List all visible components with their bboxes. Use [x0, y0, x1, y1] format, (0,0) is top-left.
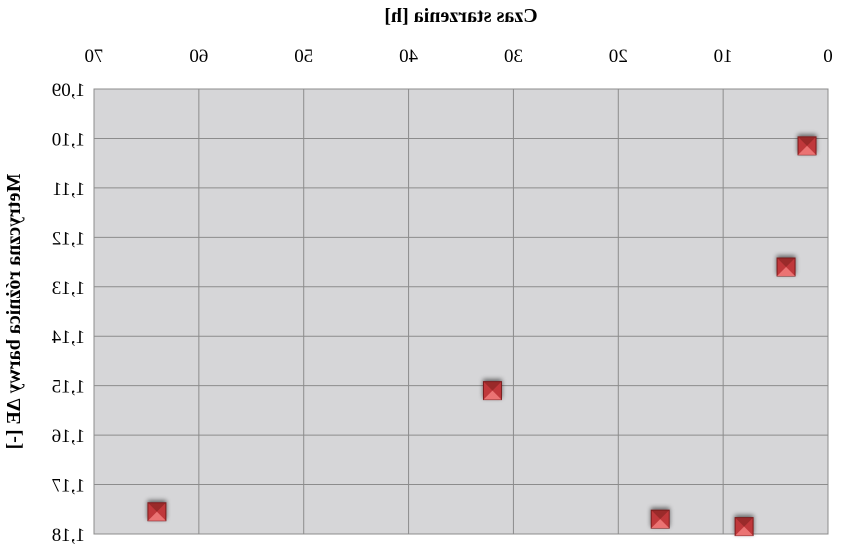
data-points	[147, 136, 817, 537]
data-point	[776, 257, 796, 277]
x-tick-label: 60	[189, 46, 208, 67]
x-tick-label: 10	[714, 46, 733, 67]
y-tick-label: 1,09	[52, 80, 85, 101]
x-tick-label: 40	[399, 46, 418, 67]
y-tick-label: 1,18	[52, 525, 85, 546]
data-point	[797, 136, 817, 156]
y-tick-label: 1,15	[52, 377, 85, 398]
data-point	[147, 502, 167, 522]
mirrored-plot-group: 0 10 20 30 40 50 60 70 1,09 1,10 1,11 1,12 1,13 1,14…	[3, 5, 833, 546]
x-tick-label: 50	[294, 46, 313, 67]
x-tick-label: 20	[609, 46, 628, 67]
data-point	[734, 517, 754, 537]
x-axis-ticks: 0 10 20 30 40 50 60 70	[85, 46, 833, 67]
plot-area	[93, 88, 829, 535]
x-axis-title: Czas starzenia [h]	[384, 5, 537, 27]
y-tick-label: 1,13	[52, 278, 85, 299]
data-point	[650, 509, 670, 529]
y-tick-label: 1,10	[52, 129, 85, 150]
y-axis-ticks: 1,09 1,10 1,11 1,12 1,13 1,14 1,15 1,16 1,17 1,18	[51, 80, 85, 546]
y-tick-label: 1,16	[52, 426, 85, 447]
data-point	[482, 381, 502, 401]
y-tick-label: 1,14	[51, 327, 85, 348]
x-tick-label: 70	[85, 46, 104, 67]
y-tick-label: 1,17	[52, 476, 85, 497]
x-tick-label: 0	[823, 46, 833, 67]
y-axis-title: Metryczna różnica barwy ΔE [-]	[3, 174, 25, 450]
x-tick-label: 30	[504, 46, 523, 67]
y-tick-label: 1,11	[52, 179, 85, 200]
gridlines	[94, 89, 828, 534]
y-tick-label: 1,12	[52, 228, 85, 249]
